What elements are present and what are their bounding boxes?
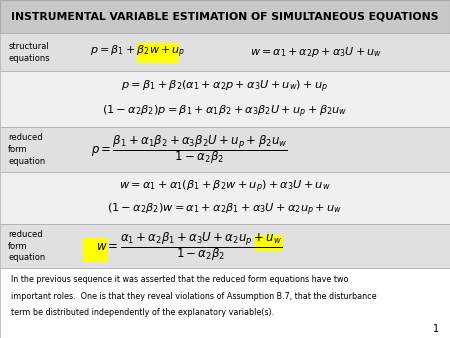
Bar [0, 268, 450, 338]
Bar [137, 43, 179, 63]
Bar [0, 172, 450, 224]
Text: $(1-\alpha_2\beta_2)p = \beta_1 + \alpha_1\beta_2 + \alpha_3\beta_2 U + u_p + \b: $(1-\alpha_2\beta_2)p = \beta_1 + \alpha… [102, 103, 348, 120]
Text: important roles.  One is that they reveal violations of Assumption B.7, that the: important roles. One is that they reveal… [11, 292, 377, 301]
Bar [0, 71, 450, 127]
Text: $p = \beta_1 + \beta_2(\alpha_1 + \alpha_2 p + \alpha_3 U + u_w) + u_p$: $p = \beta_1 + \beta_2(\alpha_1 + \alpha… [122, 79, 328, 95]
Text: 1: 1 [432, 324, 439, 334]
Text: reduced
form
equation: reduced form equation [8, 133, 45, 166]
Bar [0, 33, 450, 71]
Text: In the previous sequence it was asserted that the reduced form equations have tw: In the previous sequence it was asserted… [11, 275, 349, 285]
Text: $p = \beta_1 + \beta_2 w + u_p$: $p = \beta_1 + \beta_2 w + u_p$ [90, 44, 185, 61]
Text: reduced
form
equation: reduced form equation [8, 230, 45, 262]
Text: structural
equations: structural equations [8, 42, 50, 63]
Bar [0, 0, 450, 33]
Text: INSTRUMENTAL VARIABLE ESTIMATION OF SIMULTANEOUS EQUATIONS: INSTRUMENTAL VARIABLE ESTIMATION OF SIMU… [11, 11, 439, 22]
Bar [0, 224, 450, 268]
Bar [255, 235, 283, 251]
Bar [0, 127, 450, 172]
Text: $w = \alpha_1 + \alpha_2 p + \alpha_3 U + u_w$: $w = \alpha_1 + \alpha_2 p + \alpha_3 U … [250, 45, 382, 59]
Text: $w = \dfrac{\alpha_1 + \alpha_2\beta_1 + \alpha_3 U + \alpha_2 u_p + u_w}{1-\alp: $w = \dfrac{\alpha_1 + \alpha_2\beta_1 +… [96, 230, 282, 263]
Bar [83, 238, 108, 262]
Text: $p = \dfrac{\beta_1 + \alpha_1\beta_2 + \alpha_3\beta_2 U + u_p + \beta_2 u_w}{1: $p = \dfrac{\beta_1 + \alpha_1\beta_2 + … [90, 133, 288, 166]
Text: term be distributed independently of the explanatory variable(s).: term be distributed independently of the… [11, 308, 274, 317]
Text: $(1-\alpha_2\beta_2)w = \alpha_1 + \alpha_2\beta_1 + \alpha_3 U + \alpha_2 u_p +: $(1-\alpha_2\beta_2)w = \alpha_1 + \alph… [107, 201, 343, 218]
Text: $w = \alpha_1 + \alpha_1(\beta_1 + \beta_2 w + u_p) + \alpha_3 U + u_w$: $w = \alpha_1 + \alpha_1(\beta_1 + \beta… [119, 178, 331, 195]
